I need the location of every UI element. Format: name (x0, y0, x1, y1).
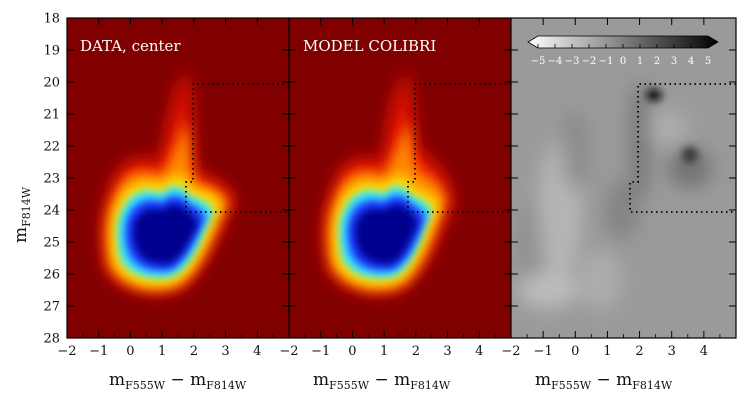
y-sub: F814W (20, 186, 33, 227)
panel-residual-hotspot (646, 89, 698, 163)
colorbar-tick-label: 5 (705, 56, 711, 67)
y-tick-label: 18 (43, 12, 60, 27)
x-tick-label-p1: 3 (221, 344, 229, 359)
x-tick-label-p3: 2 (635, 344, 643, 359)
colorbar-tick-label: 2 (654, 56, 660, 67)
colorbar-tick-label: 1 (637, 56, 643, 67)
x1-sub1: F555W (125, 379, 166, 392)
x-tick-label-p1: 2 (190, 344, 198, 359)
panel-data-selection-box (185, 83, 289, 213)
y-tick-label: 24 (43, 204, 60, 219)
panel-residual-map (518, 80, 712, 310)
panel-model-selection-box (407, 83, 511, 213)
y-tick-label: 20 (43, 76, 60, 91)
x-tick-label-p1: −1 (89, 344, 108, 359)
x-tick-label-p1: 4 (253, 344, 261, 359)
x-tick-label-p2: 4 (475, 344, 483, 359)
x-tick-label-p1: 0 (126, 344, 134, 359)
panel-residual: −5 −4 −3 −2 −1 0 1 2 3 4 5 (510, 17, 737, 339)
x-tick-label-p2: 0 (348, 344, 356, 359)
x-tick-label-p1: −2 (57, 344, 76, 359)
x3-sub2: F814W (632, 379, 673, 392)
x2-sub1: F555W (329, 379, 370, 392)
colorbar-ticks: −5 −4 −3 −2 −1 0 1 2 3 4 5 (531, 44, 711, 67)
x-tick-label-p3: 3 (668, 344, 676, 359)
y-tick-label: 28 (43, 332, 60, 347)
x2-sub2: F814W (410, 379, 451, 392)
x-tick-label-p3: −1 (534, 344, 553, 359)
panel-residual-features (518, 80, 712, 310)
x-tick-label-p2: −1 (311, 344, 330, 359)
panel-data-density (101, 70, 237, 294)
x3-m: m (535, 370, 551, 390)
y-tick-label: 25 (43, 236, 60, 251)
x-axis-title-1: mF555W − mF814W (109, 370, 247, 392)
x-tick-label-p3: 4 (700, 344, 708, 359)
colorbar-tick-label: −1 (599, 56, 614, 67)
x1-minus: − m (165, 370, 206, 390)
x1-m: m (109, 370, 125, 390)
x2-m: m (313, 370, 329, 390)
y-tick-label: 21 (43, 108, 60, 123)
colorbar-tick-label: −2 (582, 56, 597, 67)
panel-data-label: DATA, center (80, 37, 181, 55)
x-tick-label-p3: 1 (603, 344, 611, 359)
y-tick-label: 27 (43, 300, 60, 315)
x-tick-label-p3: −2 (501, 344, 520, 359)
x3-sub1: F555W (551, 379, 592, 392)
colorbar: −5 −4 −3 −2 −1 0 1 2 3 4 5 (527, 35, 719, 67)
x-tick-label-p2: 2 (412, 344, 420, 359)
y-axis-title: mF814W (11, 186, 33, 243)
y-tick-label: 26 (43, 268, 60, 283)
panel-data: DATA, center (66, 17, 290, 339)
colorbar-tick-label: −5 (531, 56, 546, 67)
colorbar-tick-label: 3 (671, 56, 677, 67)
panel-model-density (323, 70, 454, 294)
colorbar-tick-label: −3 (565, 56, 580, 67)
x-tick-label-p2: 1 (380, 344, 388, 359)
colorbar-tick-label: −4 (548, 56, 563, 67)
panel-data-blob-core (132, 204, 198, 265)
panel-model-blob-core (354, 204, 418, 265)
x-tick-label-p2: 3 (443, 344, 451, 359)
y-m: m (11, 227, 31, 243)
panel-residual-selection-box (629, 83, 736, 213)
x-tick-label-p3: 0 (571, 344, 579, 359)
x-axis-title-3: mF555W − mF814W (535, 370, 673, 392)
x2-minus: − m (369, 370, 410, 390)
y-tick-label: 19 (43, 44, 60, 59)
y-tick-label: 22 (43, 140, 60, 155)
x3-minus: − m (591, 370, 632, 390)
panel-model-label: MODEL COLIBRI (303, 37, 436, 55)
x1-sub2: F814W (206, 379, 247, 392)
x-tick-label-p2: −2 (279, 344, 298, 359)
colorbar-tick-label: 4 (688, 56, 694, 67)
panel-model: MODEL COLIBRI (288, 17, 512, 339)
axis-ticks: −2 −1 0 1 2 3 4 −2 −1 0 1 2 3 4 −2 −1 0 1 2 3 41819202122232… (43, 12, 736, 359)
colorbar-tick-label: 0 (620, 56, 626, 67)
y-tick-label: 23 (43, 172, 60, 187)
x-axis-title-2: mF555W − mF814W (313, 370, 451, 392)
x-tick-label-p1: 1 (158, 344, 166, 359)
